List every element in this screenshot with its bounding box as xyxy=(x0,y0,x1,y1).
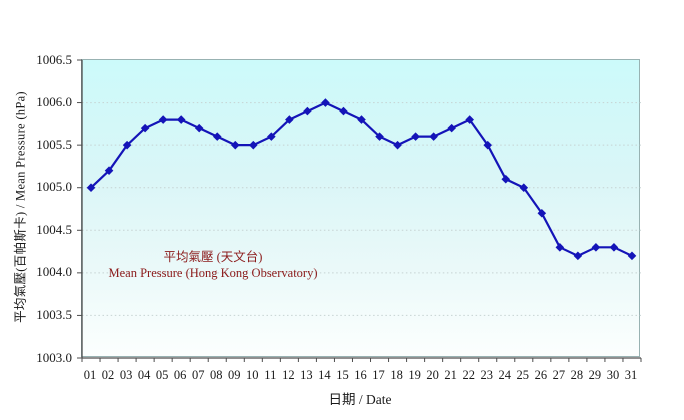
data-point-marker xyxy=(212,132,222,141)
x-tick-label: 17 xyxy=(372,368,385,382)
data-point-marker xyxy=(321,98,330,107)
x-tick-label: 03 xyxy=(119,368,133,382)
data-point-marker xyxy=(303,106,312,116)
y-axis-title: 平均氣壓(百帕斯卡) / Mean Pressure (hPa) xyxy=(13,91,28,323)
data-point-marker xyxy=(86,183,96,193)
x-tick-label: 31 xyxy=(624,368,638,382)
x-tick-label: 13 xyxy=(300,368,313,382)
data-point-marker xyxy=(573,251,583,261)
x-tick-label: 29 xyxy=(588,368,602,382)
x-tick-label: 27 xyxy=(552,368,566,382)
x-tick-label: 24 xyxy=(498,368,512,382)
x-tick-label: 15 xyxy=(336,368,349,382)
x-tick-label: 10 xyxy=(246,368,259,382)
x-axis-title: 日期 / Date xyxy=(328,392,392,407)
x-tick-label: 14 xyxy=(318,368,331,382)
x-tick-label: 16 xyxy=(354,368,367,382)
legend-label-en: Mean Pressure (Hong Kong Observatory) xyxy=(108,265,318,280)
data-point-marker xyxy=(230,140,240,150)
y-tick-label: 1004.5 xyxy=(36,221,72,237)
data-point-marker xyxy=(158,115,168,124)
data-point-marker xyxy=(483,140,493,150)
data-point-marker xyxy=(339,106,348,116)
data-point-marker xyxy=(375,132,384,141)
plot-area xyxy=(77,59,642,362)
y-tick-label: 1005.5 xyxy=(36,136,72,152)
x-tick-label: 11 xyxy=(264,368,277,382)
x-tick-label: 26 xyxy=(534,368,548,382)
x-tick-label: 12 xyxy=(282,368,295,382)
x-tick-label: 09 xyxy=(228,368,241,382)
pressure-line-series xyxy=(77,59,642,362)
x-tick-label: 05 xyxy=(155,368,169,382)
data-point-marker xyxy=(393,140,402,150)
x-tick-label: 22 xyxy=(462,368,475,382)
data-point-marker xyxy=(285,115,294,124)
x-tick-label: 08 xyxy=(209,368,223,382)
x-tick-label: 07 xyxy=(191,368,205,382)
series-legend: 平均氣壓 (天文台) Mean Pressure (Hong Kong Obse… xyxy=(109,250,318,281)
x-tick-label: 06 xyxy=(173,368,187,382)
x-tick-label: 01 xyxy=(83,368,97,382)
y-tick-label: 1006.0 xyxy=(36,94,72,110)
x-tick-label: 19 xyxy=(408,368,421,382)
data-point-marker xyxy=(465,115,474,124)
data-point-marker xyxy=(357,115,366,124)
data-point-marker xyxy=(609,243,619,252)
data-point-marker xyxy=(447,123,456,133)
x-tick-label: 02 xyxy=(101,368,115,382)
y-tick-label: 1003.5 xyxy=(36,306,72,322)
x-tick-label: 21 xyxy=(444,368,457,382)
data-point-marker xyxy=(194,123,204,133)
data-point-marker xyxy=(519,183,529,193)
pressure-line xyxy=(90,101,633,257)
y-tick-label: 1004.0 xyxy=(36,264,72,280)
data-point-marker xyxy=(429,132,438,141)
y-tick-label: 1003.0 xyxy=(36,349,72,365)
data-point-marker xyxy=(249,140,258,150)
legend-label-zh: 平均氣壓 (天文台) xyxy=(163,250,263,264)
data-point-marker xyxy=(501,174,511,184)
data-point-marker xyxy=(537,208,547,218)
y-tick-label: 1005.0 xyxy=(36,179,72,195)
x-tick-label: 30 xyxy=(606,368,620,382)
data-point-marker xyxy=(176,115,186,124)
data-point-marker xyxy=(627,251,637,261)
x-tick-label: 04 xyxy=(137,368,151,382)
x-tick-label: 18 xyxy=(390,368,403,382)
x-tick-label: 20 xyxy=(426,368,439,382)
x-tick-label: 23 xyxy=(480,368,493,382)
x-tick-label: 28 xyxy=(570,368,584,382)
data-point-marker xyxy=(555,243,565,252)
data-point-marker xyxy=(411,132,420,141)
data-point-marker xyxy=(267,132,276,141)
y-tick-label: 1006.5 xyxy=(36,51,72,67)
x-tick-label: 25 xyxy=(516,368,530,382)
data-point-marker xyxy=(591,243,601,252)
